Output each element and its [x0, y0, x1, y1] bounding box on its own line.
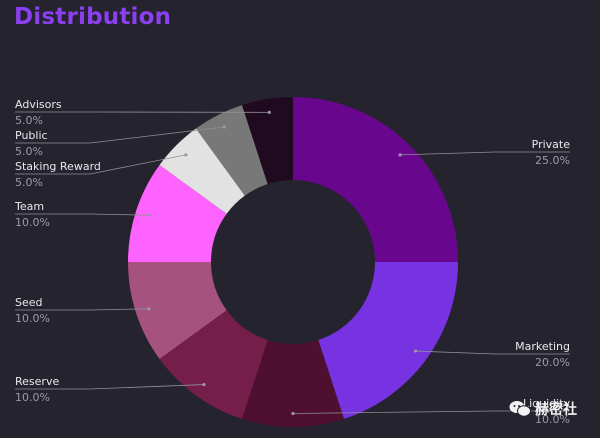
slice-percent-private: 25.0% — [535, 154, 570, 167]
slice-percent-staking-reward: 5.0% — [15, 176, 43, 189]
leader-dot — [222, 125, 226, 129]
slice-reserve — [159, 310, 268, 419]
slice-percent-liquidity: 10.0% — [535, 413, 570, 426]
slice-percent-advisors: 5.0% — [15, 114, 43, 127]
leader-line — [15, 213, 149, 216]
leader-line — [15, 154, 186, 175]
slice-label-staking-reward: Staking Reward — [15, 160, 101, 173]
slice-label-reserve: Reserve — [15, 375, 59, 388]
slice-label-seed: Seed — [15, 296, 43, 309]
slice-label-marketing: Marketing — [515, 340, 570, 353]
leader-line — [415, 350, 570, 355]
leader-line — [292, 410, 570, 414]
slice-seed — [128, 262, 227, 359]
slice-team — [128, 165, 227, 262]
leader-dot — [398, 153, 402, 157]
slice-percent-reserve: 10.0% — [15, 391, 50, 404]
slice-percent-seed: 10.0% — [15, 312, 50, 325]
chat-bubble-icon — [509, 400, 531, 418]
leader-dot — [291, 411, 295, 416]
slice-label-team: Team — [14, 200, 44, 213]
leader-line — [15, 126, 225, 144]
leader-line — [15, 308, 149, 311]
slice-liquidity — [242, 339, 344, 427]
slice-label-private: Private — [532, 138, 571, 151]
slice-staking-reward — [159, 128, 245, 214]
slice-percent-public: 5.0% — [15, 145, 43, 158]
chart-title: Distribution — [14, 4, 172, 30]
leader-line — [15, 384, 204, 390]
leader-dot — [147, 307, 151, 311]
slice-label-public: Public — [15, 129, 48, 142]
slice-percent-marketing: 20.0% — [535, 356, 570, 369]
slice-public — [196, 105, 268, 196]
watermark-text: 赫密社 — [535, 402, 577, 418]
leader-dot — [202, 382, 206, 387]
leader-dot — [184, 153, 188, 157]
leader-dot — [147, 213, 151, 217]
slice-percent-team: 10.0% — [15, 216, 50, 229]
leader-dot — [413, 349, 418, 353]
leader-dot — [267, 110, 271, 114]
leader-line — [400, 151, 570, 156]
watermark: 赫密社 — [509, 399, 577, 419]
slice-advisors — [242, 97, 293, 185]
slice-label-liquidity: Liquidity — [523, 397, 571, 410]
slice-marketing — [318, 262, 458, 419]
slice-private — [293, 97, 458, 262]
slice-label-advisors: Advisors — [15, 98, 62, 111]
